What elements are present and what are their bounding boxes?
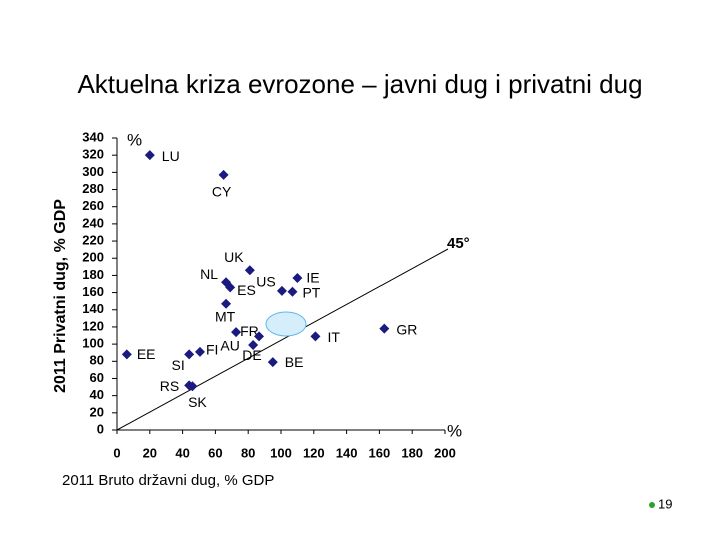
x-tick-label: 60 [208,445,222,460]
point [248,339,259,350]
x-tick-label: 100 [270,445,292,460]
point-label: MT [215,308,236,324]
point [267,357,278,368]
bullet [649,502,655,508]
point [276,285,287,296]
y-tick-label: 280 [82,181,104,196]
y-tick-label: 0 [97,421,104,436]
reference-line [116,248,449,431]
point-label: UK [224,249,244,265]
y-tick-label: 160 [82,284,104,299]
y-tick-label: 340 [82,129,104,144]
y-tick-label: 240 [82,215,104,230]
point-label: EE [137,346,156,362]
point [121,349,132,360]
point [292,272,303,283]
x-tick-label: 20 [143,445,157,460]
x-unit: % [447,421,462,440]
point [287,286,298,297]
x-tick-label: 160 [369,445,391,460]
y-tick-label: 20 [90,404,104,419]
x-tick-label: 120 [303,445,325,460]
highlight-ellipse [265,311,307,337]
point [144,150,155,161]
point [221,298,232,309]
point-label: SI [172,357,185,373]
point-label: NL [200,266,218,282]
point-label: SK [188,394,207,410]
point [187,381,198,392]
y-tick-label: 80 [90,353,104,368]
point [379,323,390,334]
point-label: AU [220,338,239,354]
y-tick-label: 220 [82,232,104,247]
point [231,327,242,338]
point-label: BE [285,354,304,370]
point-label: PT [302,284,320,300]
point-label: US [256,274,275,290]
chart-title: Aktuelna kriza evrozone – javni dug i pr… [77,69,642,99]
point [225,282,236,293]
y-tick-label: 120 [82,318,104,333]
point-label: FI [206,342,218,358]
point-label: LU [162,148,180,164]
y-unit: % [127,130,142,149]
point-label: FR [240,323,259,339]
point [310,331,321,342]
point-label: CY [212,184,232,200]
y-axis-label: 2011 Privatni dug, % GDP [52,199,69,393]
y-tick-label: 200 [82,250,104,265]
point-label: IE [306,270,319,286]
point-label: GR [396,321,417,337]
x-axis-label: 2011 Bruto državni dug, % GDP [62,472,274,489]
x-tick-label: 200 [434,445,456,460]
plot: 0204060801001201401601802002202402602803… [82,129,456,460]
y-tick-label: 300 [82,164,104,179]
y-tick-label: 260 [82,198,104,213]
x-tick-label: 0 [113,445,120,460]
y-tick-label: 100 [82,336,104,351]
point [194,346,205,357]
point [254,331,265,342]
y-tick-label: 320 [82,147,104,162]
point-label: RS [160,378,179,394]
point [244,265,255,276]
line-label: 45° [447,235,470,252]
x-tick-label: 40 [175,445,189,460]
y-tick-label: 140 [82,301,104,316]
x-tick-label: 180 [401,445,423,460]
point [184,349,195,360]
page-number: 19 [658,496,672,511]
y-tick-label: 180 [82,267,104,282]
y-tick-label: 60 [90,370,104,385]
x-tick-label: 140 [336,445,358,460]
point-label: ES [237,282,256,298]
x-tick-label: 80 [241,445,255,460]
point-label: IT [327,329,340,345]
point [218,169,229,180]
point-label: DE [242,347,261,363]
y-tick-label: 40 [90,387,104,402]
